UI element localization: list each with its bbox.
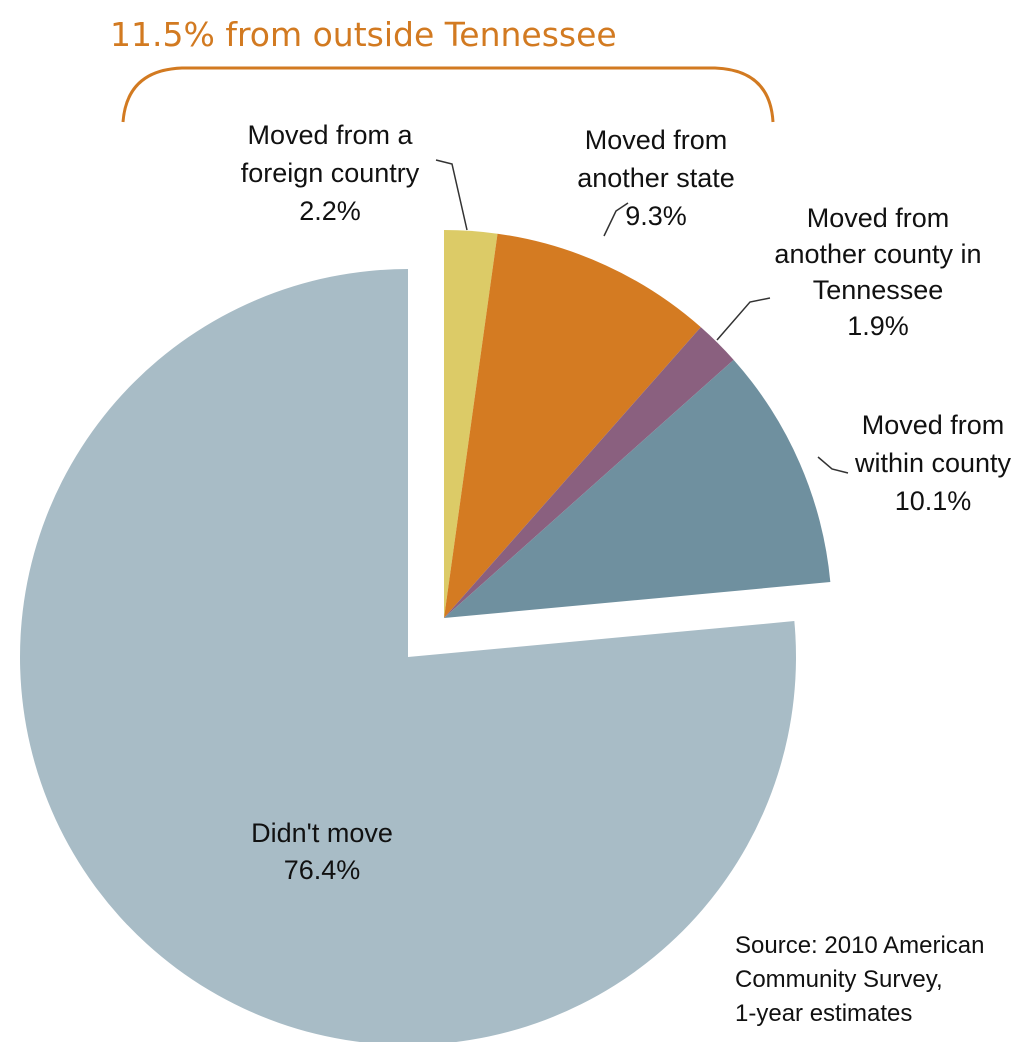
pie-slice-moved-from-another-county-in-tennessee (444, 327, 734, 618)
source-line: Community Survey, (735, 966, 943, 993)
outside-tennessee-bracket (121, 66, 775, 123)
slice-label-moved-from-a-foreign-country: Moved from a foreign country 2.2% (241, 120, 420, 226)
source-note: Source: 2010 American Community Survey, 1-… (735, 932, 984, 1027)
pie-slice-moved-from-another-state (444, 233, 701, 618)
pie-slice-didn-t-move (20, 269, 796, 1042)
leader-line-moved-from-within-county (817, 456, 849, 474)
slice-label-didn-t-move: Didn't move 76.4% (251, 818, 393, 885)
source-line: 1-year estimates (735, 1000, 912, 1027)
chart-headline: 11.5% from outside Tennessee (110, 15, 617, 54)
pie-slice-moved-from-within-county (444, 359, 831, 618)
pie-slice-moved-from-a-foreign-country (444, 230, 498, 618)
leader-line-moved-from-another-state (603, 202, 629, 237)
leader-line-moved-from-another-county-in-tennessee (716, 297, 771, 341)
source-line: Source: 2010 American (735, 932, 984, 959)
slice-label-moved-from-another-state: Moved from another state 9.3% (577, 125, 735, 231)
slice-label-moved-from-another-county-in-tennessee: Moved from another county in Tennessee 1.9% (774, 203, 981, 341)
leader-line-moved-from-a-foreign-country (435, 159, 468, 231)
slice-label-moved-from-within-county: Moved from within county 10.1% (854, 410, 1012, 516)
